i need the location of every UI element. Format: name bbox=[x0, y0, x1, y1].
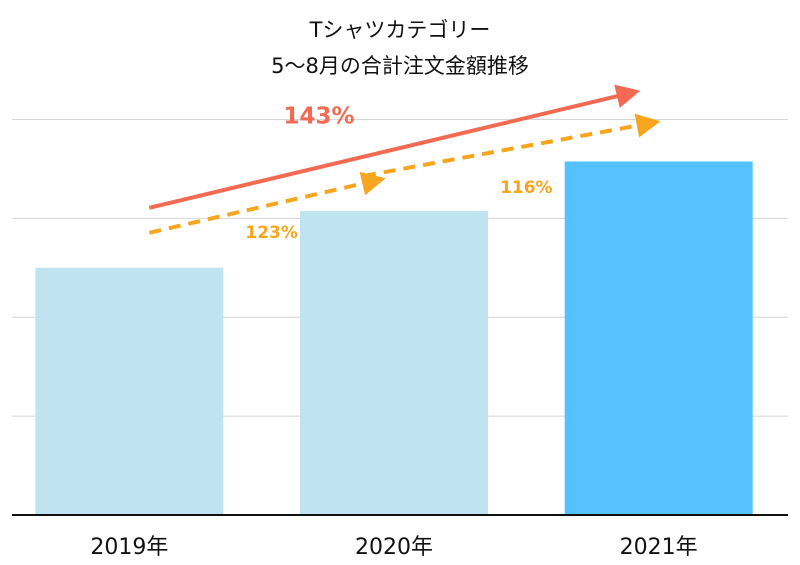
chart-title-line-1: Tシャツカテゴリー bbox=[309, 18, 491, 42]
growth-label-0: 143% bbox=[283, 103, 354, 129]
bar-2 bbox=[564, 161, 753, 515]
growth-arrow-0 bbox=[148, 84, 641, 210]
growth-label-2: 116% bbox=[500, 178, 553, 198]
x-tick-label-2: 2021年 bbox=[620, 535, 698, 560]
bar-0 bbox=[35, 267, 224, 515]
x-tick-label-1: 2020年 bbox=[355, 535, 433, 560]
growth-arrow-2 bbox=[363, 113, 661, 178]
growth-label-1: 123% bbox=[245, 223, 298, 243]
bar-1 bbox=[300, 210, 488, 515]
chart-title-line-2: 5〜8月の合計注文金額推移 bbox=[271, 54, 529, 78]
x-tick-label-0: 2019年 bbox=[90, 535, 168, 560]
